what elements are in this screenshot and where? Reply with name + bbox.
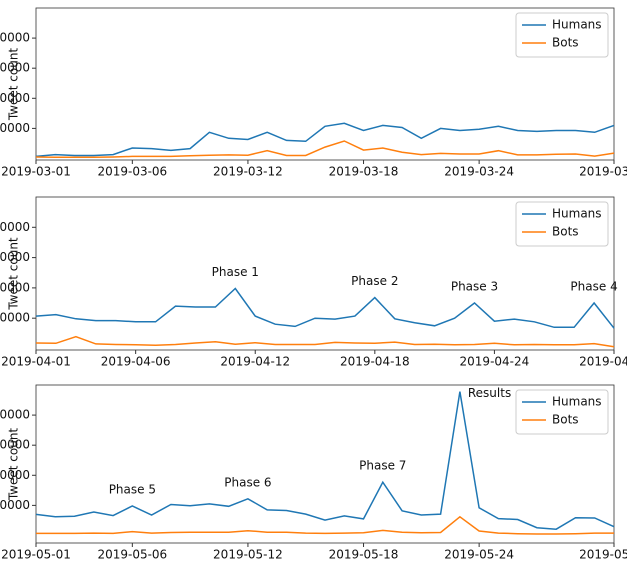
legend-label: Bots	[552, 225, 579, 239]
x-tick-label: 2019-03-31	[579, 165, 627, 179]
plot-frame	[35, 196, 615, 351]
x-tick-label: 2019-04-01	[1, 355, 71, 369]
legend-label: Humans	[552, 18, 602, 32]
legend-box	[515, 389, 609, 435]
x-tick-label: 2019-05-24	[444, 548, 514, 561]
plot-frame	[35, 384, 615, 544]
y-tick-label: 20000	[0, 280, 30, 294]
annotation: Phase 1	[212, 265, 259, 279]
y-axis-label: Tweet count	[7, 237, 21, 311]
annotation: Phase 5	[109, 482, 156, 496]
x-tick-label: 2019-03-01	[1, 165, 71, 179]
series-line	[35, 287, 615, 329]
x-tick-label: 2019-03-18	[329, 165, 399, 179]
annotation: Phase 4	[570, 280, 617, 294]
x-tick-label: 2019-05-01	[1, 548, 71, 561]
annotation: Phase 3	[451, 280, 498, 294]
x-tick-label: 2019-05-06	[97, 548, 167, 561]
legend-label: Humans	[552, 395, 602, 409]
legend-box	[515, 201, 609, 247]
annotation: Phase 2	[351, 274, 398, 288]
x-tick-label: 2019-04-06	[101, 355, 171, 369]
legend-label: Humans	[552, 207, 602, 221]
x-tick-label: 2019-03-24	[444, 165, 514, 179]
y-axis-label: Tweet count	[7, 428, 21, 502]
x-tick-label: 2019-04-24	[460, 355, 530, 369]
legend-label: Bots	[552, 36, 579, 50]
y-tick-label: 20000	[0, 91, 30, 105]
annotation: Phase 7	[359, 459, 406, 473]
x-tick-label: 2019-05-12	[213, 548, 283, 561]
x-tick-label: 2019-03-06	[97, 165, 167, 179]
series-line	[35, 140, 615, 159]
series-line	[35, 335, 615, 348]
legend-box	[515, 12, 609, 58]
series-line	[35, 391, 615, 530]
series-line	[35, 122, 615, 158]
y-tick-label: 10000	[0, 498, 30, 512]
x-tick-label: 2019-05-18	[329, 548, 399, 561]
y-tick-label: 30000	[0, 438, 30, 452]
y-tick-label: 30000	[0, 250, 30, 264]
x-tick-label: 2019-05-31	[579, 548, 627, 561]
annotation: Phase 6	[224, 475, 271, 489]
plot-frame	[35, 7, 615, 161]
x-tick-label: 2019-03-12	[213, 165, 283, 179]
legend-label: Bots	[552, 413, 579, 427]
y-tick-label: 10000	[0, 121, 30, 135]
x-tick-label: 2019-04-30	[579, 355, 627, 369]
y-tick-label: 20000	[0, 468, 30, 482]
annotation: Results	[468, 386, 511, 400]
series-line	[36, 515, 614, 535]
x-tick-label: 2019-04-12	[220, 355, 290, 369]
x-tick-label: 2019-04-18	[340, 355, 410, 369]
y-tick-label: 30000	[0, 61, 30, 75]
y-axis-label: Tweet count	[7, 48, 21, 122]
y-tick-label: 10000	[0, 311, 30, 325]
